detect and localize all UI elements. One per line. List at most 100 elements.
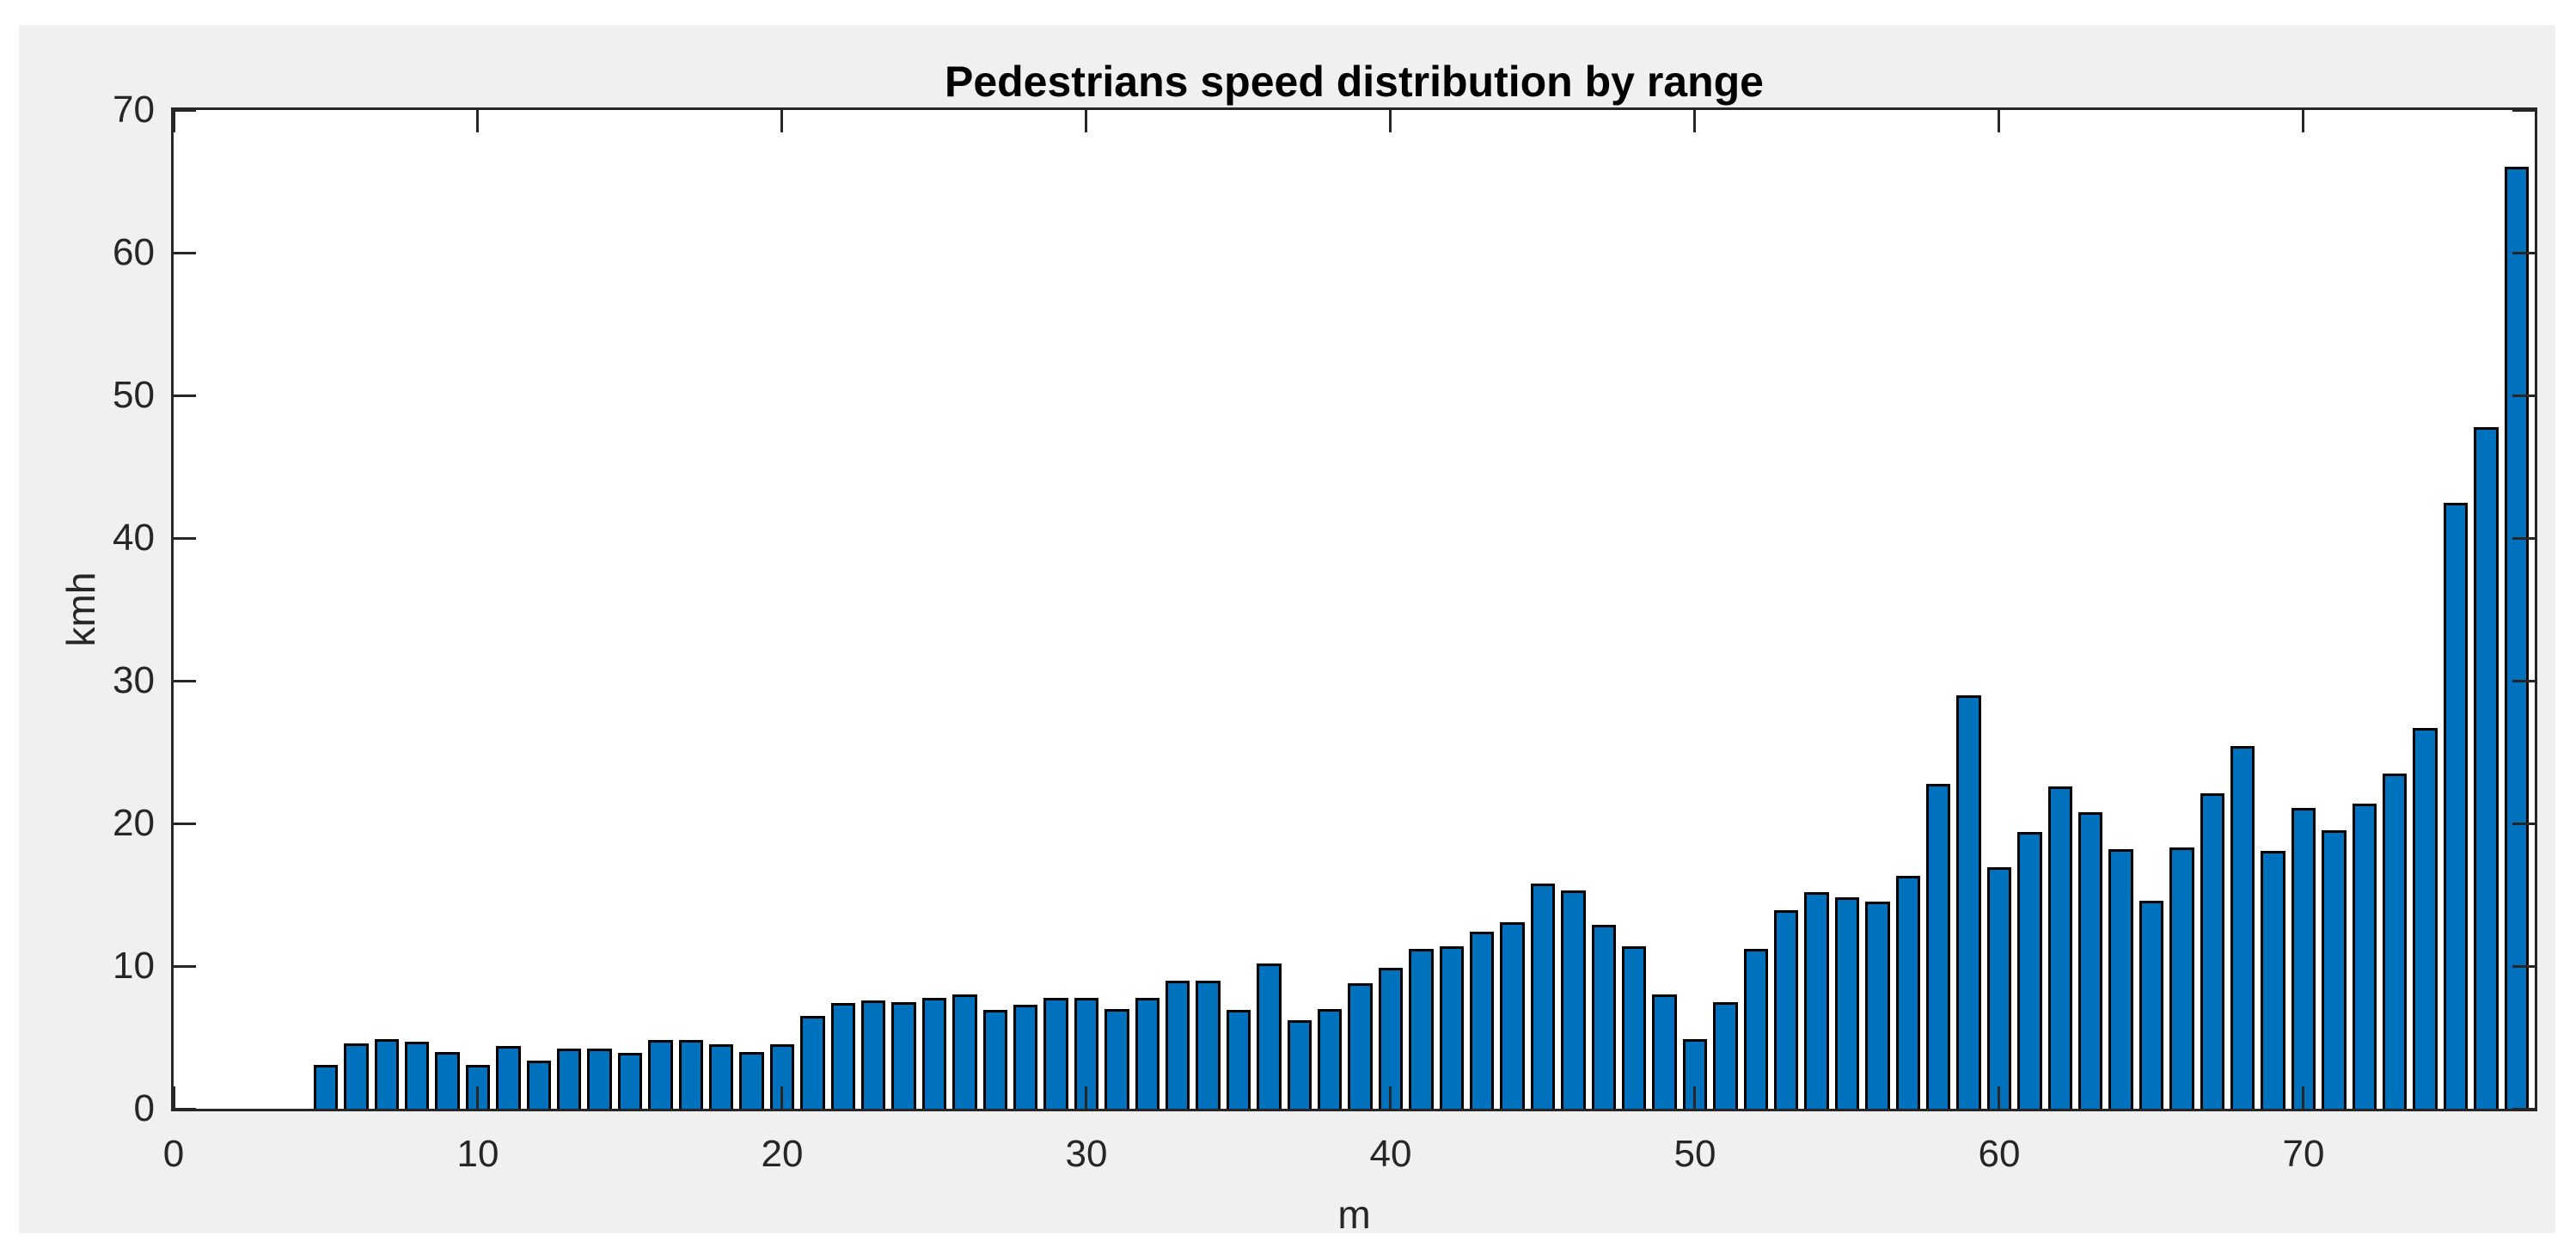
- bar: [2504, 167, 2529, 1109]
- bar: [1226, 1010, 1251, 1109]
- x-tick-mark: [1389, 110, 1392, 132]
- y-tick-mark: [174, 394, 196, 397]
- bar: [921, 997, 947, 1109]
- bar: [1043, 997, 1068, 1109]
- bar: [739, 1051, 764, 1109]
- x-tick-label: 30: [1065, 1133, 1108, 1175]
- y-tick-label: 60: [113, 231, 155, 273]
- bar: [2261, 850, 2285, 1109]
- bar: [1774, 910, 1799, 1109]
- bar: [1804, 891, 1829, 1109]
- chart-title: Pedestrians speed distribution by range: [944, 58, 1764, 106]
- bar: [709, 1044, 734, 1109]
- bar: [1318, 1008, 1343, 1109]
- x-tick-mark: [1693, 1086, 1697, 1109]
- bar: [2017, 831, 2042, 1109]
- bar: [830, 1003, 855, 1109]
- x-tick-mark: [2302, 110, 2305, 132]
- bar: [405, 1041, 430, 1109]
- x-tick-label: 40: [1369, 1133, 1412, 1175]
- x-tick-mark: [1998, 110, 2001, 132]
- x-tick-mark: [780, 110, 784, 132]
- bar: [2108, 848, 2133, 1109]
- bar: [1956, 694, 1981, 1109]
- y-tick-label: 0: [133, 1087, 155, 1129]
- x-tick-label: 10: [456, 1133, 499, 1175]
- x-tick-mark: [172, 1086, 175, 1109]
- y-tick-label: 20: [113, 802, 155, 844]
- bar: [1622, 945, 1647, 1109]
- y-tick-mark: [2512, 251, 2535, 254]
- bar: [648, 1040, 673, 1109]
- x-tick-mark: [1085, 110, 1088, 132]
- bar: [1834, 897, 1860, 1109]
- x-tick-mark: [2302, 1086, 2305, 1109]
- bar: [1743, 949, 1768, 1109]
- x-axis-label: m: [1337, 1192, 1371, 1237]
- x-tick-mark: [1693, 110, 1697, 132]
- x-tick-label: 60: [1978, 1133, 2021, 1175]
- plot-area: [171, 107, 2537, 1111]
- bar: [1986, 867, 2012, 1109]
- bar: [1865, 902, 1890, 1109]
- x-tick-mark: [476, 110, 480, 132]
- y-tick-mark: [174, 108, 196, 112]
- bar: [678, 1040, 703, 1109]
- x-tick-mark: [172, 110, 175, 132]
- bar: [1104, 1008, 1129, 1109]
- bar: [1561, 890, 1586, 1109]
- bar: [1713, 1001, 1738, 1109]
- y-tick-label: 50: [113, 374, 155, 416]
- bar: [1591, 924, 1616, 1109]
- bar: [982, 1010, 1007, 1109]
- x-tick-label: 50: [1673, 1133, 1716, 1175]
- y-tick-mark: [2512, 964, 2535, 968]
- bar: [800, 1016, 825, 1109]
- y-tick-mark: [174, 679, 196, 682]
- x-tick-mark: [1389, 1086, 1392, 1109]
- bar: [1470, 932, 1495, 1109]
- bar: [435, 1051, 460, 1109]
- bar: [1378, 967, 1404, 1109]
- bar: [1439, 945, 1464, 1109]
- x-tick-label: 20: [761, 1133, 804, 1175]
- bar: [2413, 727, 2438, 1109]
- y-tick-mark: [174, 536, 196, 540]
- bar: [587, 1049, 612, 1109]
- y-tick-mark: [174, 964, 196, 968]
- bar: [1196, 980, 1221, 1109]
- x-tick-label: 0: [162, 1133, 185, 1175]
- bar: [2047, 786, 2072, 1109]
- y-tick-mark: [2512, 679, 2535, 682]
- bar: [2291, 807, 2316, 1109]
- y-tick-label: 70: [113, 89, 155, 131]
- bar: [952, 994, 977, 1109]
- bar: [1926, 783, 1951, 1109]
- y-tick-mark: [174, 1107, 196, 1110]
- bar: [1895, 876, 1920, 1109]
- bar: [313, 1064, 339, 1109]
- bar: [1530, 883, 1556, 1109]
- bar: [1500, 921, 1525, 1109]
- bar: [1135, 997, 1160, 1109]
- bar: [557, 1049, 582, 1109]
- bar: [891, 1001, 916, 1109]
- y-tick-mark: [2512, 822, 2535, 825]
- bar: [2169, 847, 2194, 1109]
- y-axis-label: kmh: [58, 572, 103, 647]
- x-tick-mark: [1998, 1086, 2001, 1109]
- y-tick-mark: [2512, 1107, 2535, 1110]
- x-tick-mark: [1085, 1086, 1088, 1109]
- bar: [374, 1038, 399, 1109]
- bar: [2230, 746, 2255, 1109]
- figure-canvas: Pedestrians speed distribution by range …: [19, 25, 2555, 1237]
- bar: [1257, 963, 1282, 1109]
- bar: [1013, 1004, 1038, 1109]
- y-tick-label: 40: [113, 517, 155, 559]
- bar: [1166, 980, 1190, 1109]
- bar: [344, 1043, 369, 1109]
- bar: [2383, 773, 2408, 1109]
- bar: [1287, 1020, 1312, 1109]
- bar: [2474, 426, 2499, 1109]
- x-tick-label: 70: [2282, 1133, 2325, 1175]
